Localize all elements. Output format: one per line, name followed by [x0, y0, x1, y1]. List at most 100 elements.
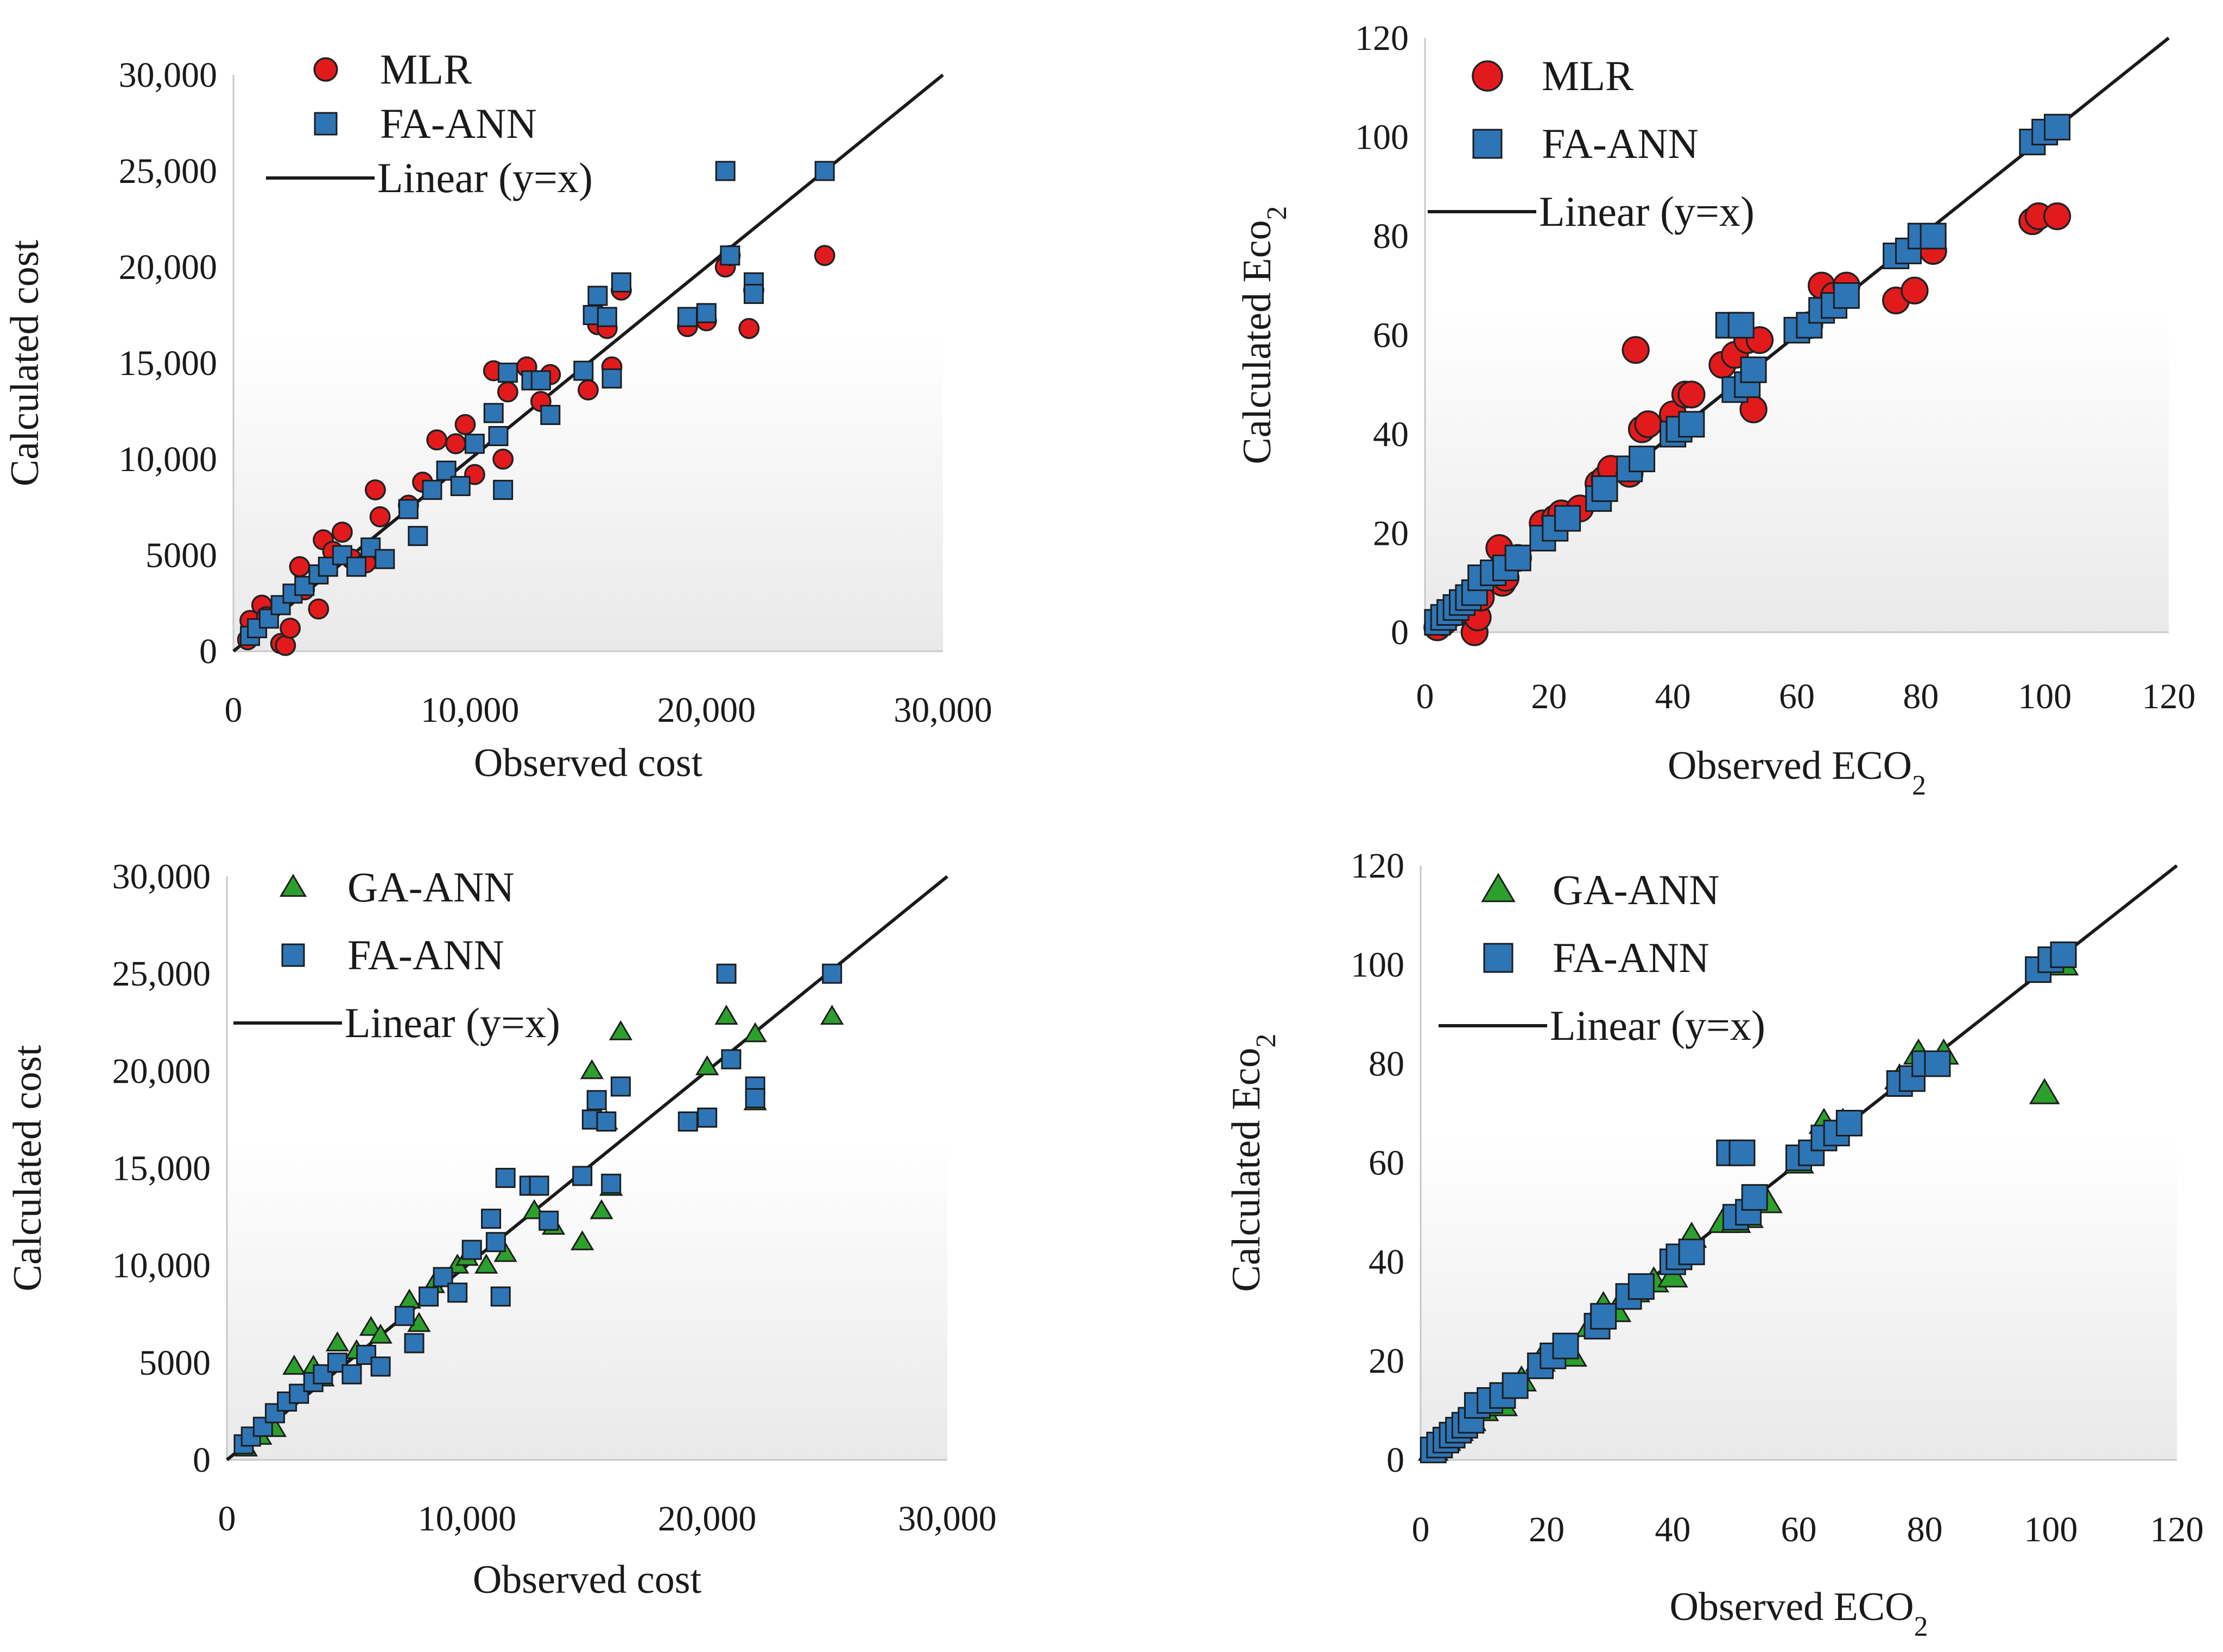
data-point — [743, 284, 764, 304]
data-point — [1727, 312, 1755, 339]
series-fa-ann — [233, 963, 843, 1454]
data-point — [359, 1316, 383, 1336]
legend-label: FA-ANN — [1553, 934, 1709, 981]
y-tick-label: 80 — [1373, 217, 1409, 256]
legend-marker — [1481, 873, 1516, 903]
data-point — [539, 1210, 559, 1231]
x-tick-label: 30,000 — [898, 1499, 997, 1539]
data-point — [822, 963, 843, 984]
data-point — [1554, 505, 1581, 532]
data-point — [530, 370, 551, 391]
data-point — [587, 285, 608, 306]
data-point — [609, 1020, 633, 1040]
x-tick-label: 40 — [1655, 677, 1691, 716]
legend-label: FA-ANN — [347, 931, 504, 979]
data-point — [1622, 336, 1650, 364]
y-tick-label: 0 — [193, 1440, 211, 1480]
data-point — [1678, 1238, 1705, 1266]
data-point — [497, 381, 518, 403]
legend-marker — [281, 943, 305, 967]
legend-marker — [314, 112, 338, 136]
data-point — [483, 403, 504, 423]
data-point — [282, 1355, 306, 1375]
data-point — [1591, 475, 1618, 502]
data-point — [408, 526, 428, 547]
data-point — [677, 307, 698, 327]
data-point — [596, 1111, 617, 1132]
data-point — [398, 499, 419, 519]
data-point — [464, 434, 485, 454]
data-point — [586, 1090, 607, 1110]
x-tick-label: 120 — [2142, 677, 2196, 716]
data-point — [461, 1240, 482, 1260]
x-tick-label: 0 — [1416, 677, 1434, 716]
data-point — [1924, 1050, 1951, 1077]
data-point — [1634, 410, 1662, 439]
x-tick-label: 80 — [1907, 1510, 1943, 1549]
data-point — [601, 368, 622, 389]
data-point — [1590, 1302, 1617, 1330]
data-point — [1920, 223, 1947, 250]
y-tick-label: 60 — [1369, 1143, 1404, 1183]
data-point — [2029, 1078, 2060, 1104]
y-axis-title: Calculated Eco2 — [1224, 1034, 1282, 1292]
data-point — [474, 1253, 498, 1274]
x-tick-label: 0 — [218, 1499, 236, 1539]
data-point — [1833, 282, 1860, 309]
data-point — [258, 608, 279, 629]
data-point — [341, 1364, 362, 1384]
y-tick-label: 100 — [1351, 945, 1404, 985]
data-point — [1552, 1332, 1579, 1359]
x-tick-label: 60 — [1781, 1510, 1817, 1549]
data-point — [601, 1173, 622, 1194]
x-axis-title: Observed ECO2 — [1670, 1585, 1928, 1642]
y-tick-label: 40 — [1369, 1242, 1404, 1282]
data-point — [495, 1167, 516, 1188]
legend-label: FA-ANN — [1542, 120, 1699, 167]
legend-label: MLR — [1542, 52, 1633, 99]
legend: MLR FA-ANN Linear (y=x) — [1428, 52, 1755, 235]
data-point — [445, 433, 466, 455]
chart-observed-vs-calculated-cost-mlr: 0 10,000 20,000 30,000 0 5000 10,000 15,000 20,0… — [3, 46, 992, 785]
data-point — [1678, 411, 1705, 438]
x-axis-title: Observed cost — [473, 1558, 702, 1602]
y-tick-label: 5000 — [139, 1343, 211, 1383]
data-point — [1740, 356, 1767, 383]
x-tick-label: 60 — [1779, 677, 1815, 716]
chart-observed-vs-calculated-eco2-mlr: 0 20 40 60 80 100 120 0 20 40 60 80 100 120 Observed E… — [1235, 18, 2196, 801]
data-point — [590, 1199, 613, 1219]
y-tick-label: 60 — [1373, 316, 1409, 355]
data-point — [450, 476, 471, 497]
legend-label: GA-ANN — [1553, 866, 1720, 913]
data-point — [422, 480, 442, 500]
y-axis-title: Calculated cost — [5, 1045, 50, 1292]
y-tick-label: 20,000 — [112, 1051, 211, 1091]
y-tick-label: 30,000 — [112, 857, 211, 897]
legend: MLR FA-ANN Linear (y=x) — [266, 46, 593, 201]
legend-label: MLR — [380, 46, 472, 93]
x-tick-label: 20 — [1529, 1510, 1565, 1549]
data-point — [404, 1333, 425, 1354]
legend-label: GA-ANN — [347, 863, 515, 911]
y-tick-label: 30,000 — [119, 55, 218, 95]
y-tick-label: 25,000 — [112, 954, 211, 994]
data-point — [573, 360, 594, 381]
data-point — [597, 307, 617, 327]
data-point — [540, 405, 561, 425]
data-point — [814, 245, 835, 266]
data-point — [493, 480, 514, 500]
data-point — [275, 634, 296, 656]
data-point — [369, 506, 391, 528]
legend-marker — [1472, 129, 1503, 159]
y-tick-label: 120 — [1355, 18, 1409, 58]
y-tick-label: 0 — [199, 632, 217, 671]
data-point — [280, 618, 301, 639]
series-fa-ann — [1420, 941, 2077, 1464]
x-tick-label: 120 — [2150, 1510, 2204, 1549]
data-point — [677, 1111, 698, 1132]
data-point — [1677, 380, 1706, 409]
y-tick-label: 20 — [1373, 514, 1409, 554]
data-point — [611, 272, 631, 293]
data-point — [1629, 446, 1656, 473]
y-tick-label: 10,000 — [119, 440, 218, 479]
